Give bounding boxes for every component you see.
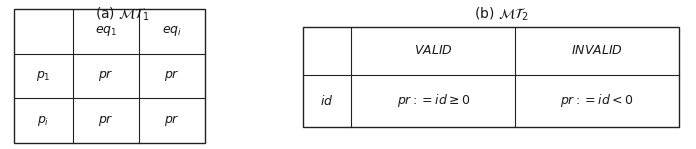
Text: $pr := id \geq 0$: $pr := id \geq 0$ (397, 92, 470, 109)
Text: $id$: $id$ (320, 94, 334, 108)
Bar (14, 9, 205, 143)
Text: $pr$: $pr$ (98, 69, 114, 83)
Text: $pr$: $pr$ (164, 113, 180, 128)
Text: $\mathit{INVALID}$: $\mathit{INVALID}$ (571, 44, 623, 57)
Bar (303, 27, 679, 127)
Text: (b) $\mathcal{M}\mathcal{T}_2$: (b) $\mathcal{M}\mathcal{T}_2$ (474, 6, 528, 23)
Text: $\mathit{VALID}$: $\mathit{VALID}$ (414, 44, 452, 57)
Text: $eq_i$: $eq_i$ (162, 24, 182, 38)
Text: (a) $\mathcal{M}\mathcal{T}_1$: (a) $\mathcal{M}\mathcal{T}_1$ (95, 6, 149, 23)
Text: $p_1$: $p_1$ (36, 69, 51, 83)
Text: $p_i$: $p_i$ (38, 114, 49, 128)
Text: $pr$: $pr$ (164, 69, 180, 83)
Text: $pr$: $pr$ (98, 113, 114, 128)
Text: $pr := id < 0$: $pr := id < 0$ (560, 92, 633, 109)
Text: $eq_1$: $eq_1$ (95, 24, 118, 38)
